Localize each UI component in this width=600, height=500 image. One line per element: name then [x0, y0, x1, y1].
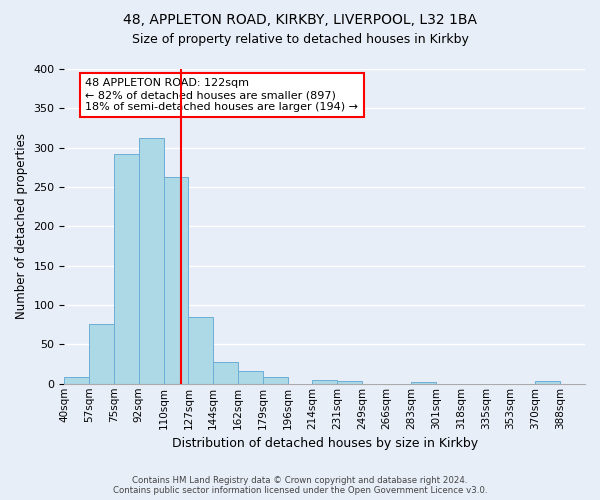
Bar: [337, 380, 362, 384]
Text: 48 APPLETON ROAD: 122sqm
← 82% of detached houses are smaller (897)
18% of semi-: 48 APPLETON ROAD: 122sqm ← 82% of detach…: [85, 78, 358, 112]
Bar: [263, 376, 287, 384]
Bar: [535, 382, 560, 384]
Bar: [238, 371, 263, 384]
Text: Contains HM Land Registry data © Crown copyright and database right 2024.
Contai: Contains HM Land Registry data © Crown c…: [113, 476, 487, 495]
Text: Size of property relative to detached houses in Kirkby: Size of property relative to detached ho…: [131, 32, 469, 46]
Bar: [139, 138, 164, 384]
Bar: [313, 380, 337, 384]
Y-axis label: Number of detached properties: Number of detached properties: [15, 134, 28, 320]
Text: 48, APPLETON ROAD, KIRKBY, LIVERPOOL, L32 1BA: 48, APPLETON ROAD, KIRKBY, LIVERPOOL, L3…: [123, 12, 477, 26]
Bar: [213, 362, 238, 384]
Bar: [89, 324, 114, 384]
Bar: [114, 154, 139, 384]
Bar: [412, 382, 436, 384]
X-axis label: Distribution of detached houses by size in Kirkby: Distribution of detached houses by size …: [172, 437, 478, 450]
Bar: [188, 317, 213, 384]
Bar: [64, 378, 89, 384]
Bar: [164, 177, 188, 384]
